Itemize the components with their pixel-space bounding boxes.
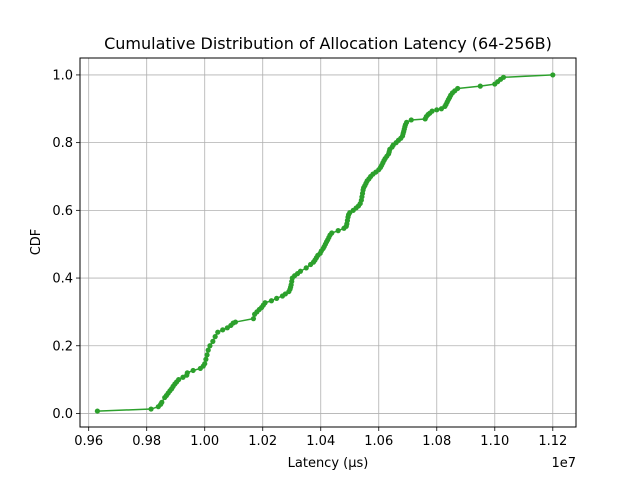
cdf-data-point bbox=[429, 108, 435, 114]
cdf-data-point bbox=[204, 352, 210, 358]
cdf-data-point bbox=[203, 356, 209, 362]
cdf-data-point bbox=[94, 408, 100, 414]
x-tick-label: 0.96 bbox=[74, 434, 103, 449]
cdf-data-point bbox=[455, 85, 461, 92]
y-axis-label: CDF bbox=[29, 229, 44, 256]
cdf-data-point bbox=[303, 265, 309, 271]
series-layer bbox=[94, 72, 556, 414]
cdf-data-point bbox=[232, 319, 239, 325]
x-tick-label: 1.12 bbox=[538, 434, 567, 449]
y-tick-label: 0.2 bbox=[52, 339, 73, 354]
y-tick-label: 0.0 bbox=[52, 407, 73, 422]
cdf-data-point bbox=[404, 119, 410, 125]
y-tick-label: 0.4 bbox=[52, 272, 73, 287]
y-tick-label: 1.0 bbox=[52, 68, 73, 83]
cdf-data-point bbox=[202, 361, 208, 367]
x-tick-layer: 0.96 0.98 1.00 1.02 1.04 1.06 1.08 1.10 1.12 bbox=[74, 427, 567, 449]
cdf-data-point bbox=[434, 107, 440, 113]
cdf-data-point bbox=[207, 343, 213, 349]
x-tick-label: 1.04 bbox=[306, 434, 335, 449]
x-tick-label: 1.08 bbox=[422, 434, 451, 449]
grid-layer bbox=[80, 58, 576, 427]
cdf-data-point bbox=[159, 399, 165, 405]
cdf-data-point bbox=[262, 300, 268, 306]
cdf-data-point bbox=[215, 329, 221, 335]
cdf-data-point bbox=[212, 334, 218, 340]
cdf-data-point bbox=[268, 298, 275, 304]
cdf-data-point bbox=[250, 316, 257, 322]
cdf-data-point bbox=[550, 72, 556, 78]
y-tick-label: 0.6 bbox=[52, 204, 73, 219]
cdf-data-point bbox=[297, 268, 304, 274]
cdf-data-point bbox=[408, 117, 414, 123]
cdf-data-point bbox=[210, 338, 216, 344]
cdf-data-point bbox=[477, 83, 483, 89]
cdf-data-point bbox=[500, 74, 507, 80]
y-tick-layer: 0.0 0.2 0.4 0.6 0.8 1.0 bbox=[52, 68, 80, 422]
cdf-data-point bbox=[184, 370, 190, 376]
cdf-data-point bbox=[205, 347, 211, 353]
y-tick-label: 0.8 bbox=[52, 136, 73, 151]
x-axis-label: Latency (µs) bbox=[288, 456, 369, 471]
cdf-data-point bbox=[274, 295, 280, 301]
chart-title: Cumulative Distribution of Allocation La… bbox=[104, 34, 552, 53]
x-axis-offset-label: 1e7 bbox=[551, 456, 576, 471]
cdf-data-point bbox=[148, 406, 154, 412]
cdf-data-point bbox=[335, 228, 341, 234]
x-tick-label: 1.00 bbox=[190, 434, 219, 449]
x-tick-label: 1.06 bbox=[364, 434, 393, 449]
cdf-data-point bbox=[220, 327, 226, 333]
cdf-data-point bbox=[329, 230, 335, 236]
cdf-data-point bbox=[190, 367, 196, 374]
x-tick-label: 0.98 bbox=[132, 434, 161, 449]
x-tick-label: 1.02 bbox=[248, 434, 277, 449]
plot-frame bbox=[79, 57, 577, 428]
x-tick-label: 1.10 bbox=[480, 434, 509, 449]
cdf-data-point bbox=[176, 377, 182, 383]
